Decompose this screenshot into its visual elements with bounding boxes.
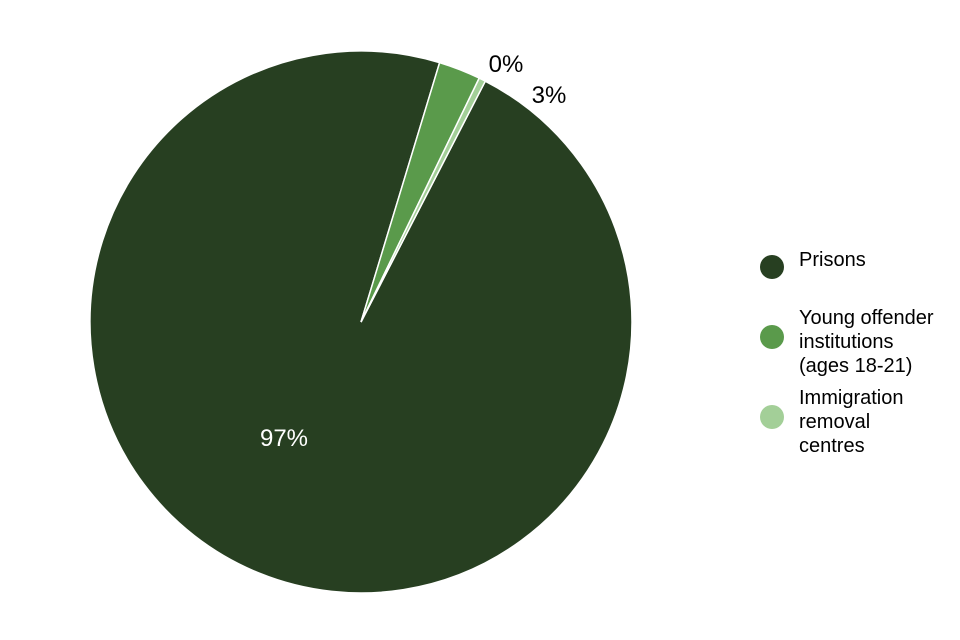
legend-item-young-offender-institutions: Young offender institutions (ages 18-21) [760,306,955,378]
legend-label-prisons: Prisons [799,249,866,271]
legend-marker-young-offender-institutions [760,325,784,349]
pie-slice-immigration-removal-centres [360,77,487,323]
slice-label-young-offender-institutions: 3% [532,82,567,109]
legend-item-immigration-removal-centres: Immigration removal centres [760,386,903,458]
slice-label-prisons: 97% [260,425,308,452]
legend-label-young-offender-institutions: Young offender institutions (ages 18-21) [799,307,934,377]
legend-marker-immigration-removal-centres [760,405,784,429]
legend-item-prisons: Prisons [760,248,866,279]
legend-label-immigration-removal-centres: Immigration removal centres [799,387,904,457]
legend-marker-prisons [760,255,784,279]
slice-label-immigration-removal-centres: 0% [489,51,524,78]
